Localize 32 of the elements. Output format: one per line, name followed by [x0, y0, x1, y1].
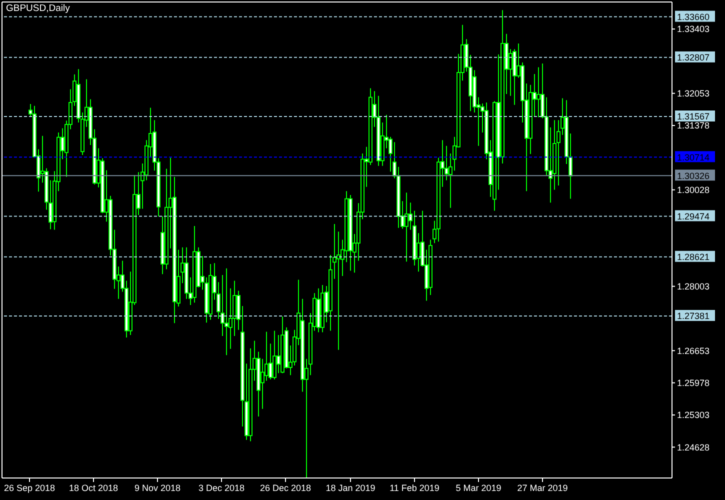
x-tick-label: 26 Dec 2018: [260, 483, 312, 493]
ref-line-label: 1.30714: [677, 152, 710, 162]
ref-line-label: 1.33660: [677, 12, 710, 22]
x-tick-label: 27 Mar 2019: [517, 483, 568, 493]
y-tick-label: 1.24628: [677, 442, 710, 452]
x-tick-label: 18 Jan 2019: [326, 483, 376, 493]
y-tick-label: 1.32053: [677, 88, 710, 99]
x-tick-label: 9 Nov 2018: [134, 483, 181, 493]
y-tick-label: 1.25978: [677, 378, 710, 388]
y-tick-label: 1.26653: [677, 346, 710, 356]
x-tick-label: 3 Dec 2018: [198, 483, 245, 493]
candlestick: [276, 334, 280, 374]
x-tick-label: 26 Sep 2018: [4, 483, 56, 493]
ref-line-label: 1.27381: [677, 311, 710, 322]
y-tick-label: 1.28003: [677, 282, 710, 292]
ref-line-label: 1.31567: [677, 112, 710, 122]
x-tick-label: 11 Feb 2019: [390, 483, 440, 493]
x-tick-label: 18 Oct 2018: [68, 483, 118, 493]
ref-line-label: 1.30326: [677, 170, 710, 181]
ref-line-label: 1.28621: [677, 252, 710, 262]
ref-line-label: 1.32807: [677, 52, 710, 63]
candlestick: [404, 192, 408, 262]
y-tick-label: 1.30028: [677, 185, 710, 196]
ref-line-label: 1.29474: [677, 211, 710, 222]
y-tick-label: 1.25303: [677, 410, 710, 420]
candlestick: [272, 330, 276, 380]
x-tick-label: 5 Mar 2019: [456, 483, 502, 493]
candlestick: [224, 268, 228, 356]
chart-title: GBPUSD,Daily: [6, 3, 70, 15]
candlestick: [536, 66, 540, 118]
y-tick-label: 1.31378: [677, 120, 710, 131]
y-tick-label: 1.33403: [677, 24, 710, 34]
